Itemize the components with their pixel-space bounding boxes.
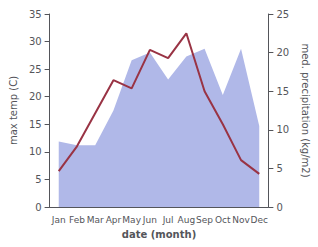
svg-text:25: 25 (29, 64, 42, 75)
svg-text:Jan: Jan (51, 215, 66, 225)
svg-text:Nov: Nov (232, 215, 250, 225)
svg-text:20: 20 (276, 47, 289, 58)
svg-text:30: 30 (29, 36, 42, 47)
svg-text:Mar: Mar (87, 215, 104, 225)
svg-text:May: May (122, 215, 141, 225)
svg-text:Oct: Oct (215, 215, 231, 225)
svg-text:35: 35 (29, 9, 42, 20)
svg-text:Aug: Aug (178, 215, 196, 225)
svg-text:Jul: Jul (162, 215, 174, 225)
svg-text:10: 10 (276, 124, 289, 135)
svg-text:Sep: Sep (196, 215, 213, 225)
svg-text:Apr: Apr (106, 215, 122, 225)
svg-text:Jun: Jun (142, 215, 157, 225)
svg-text:25: 25 (276, 9, 289, 20)
svg-text:max temp (C): max temp (C) (8, 76, 19, 145)
svg-text:15: 15 (276, 86, 289, 97)
svg-text:5: 5 (35, 174, 41, 185)
svg-text:5: 5 (276, 163, 282, 174)
svg-text:15: 15 (29, 119, 42, 130)
svg-text:Feb: Feb (69, 215, 85, 225)
svg-text:Dec: Dec (251, 215, 268, 225)
svg-text:med. precipitation (kg/m2): med. precipitation (kg/m2) (300, 43, 311, 177)
svg-text:date (month): date (month) (122, 229, 196, 240)
svg-text:20: 20 (29, 91, 42, 102)
svg-text:0: 0 (35, 202, 41, 213)
svg-text:0: 0 (276, 202, 282, 213)
svg-text:10: 10 (29, 146, 42, 157)
